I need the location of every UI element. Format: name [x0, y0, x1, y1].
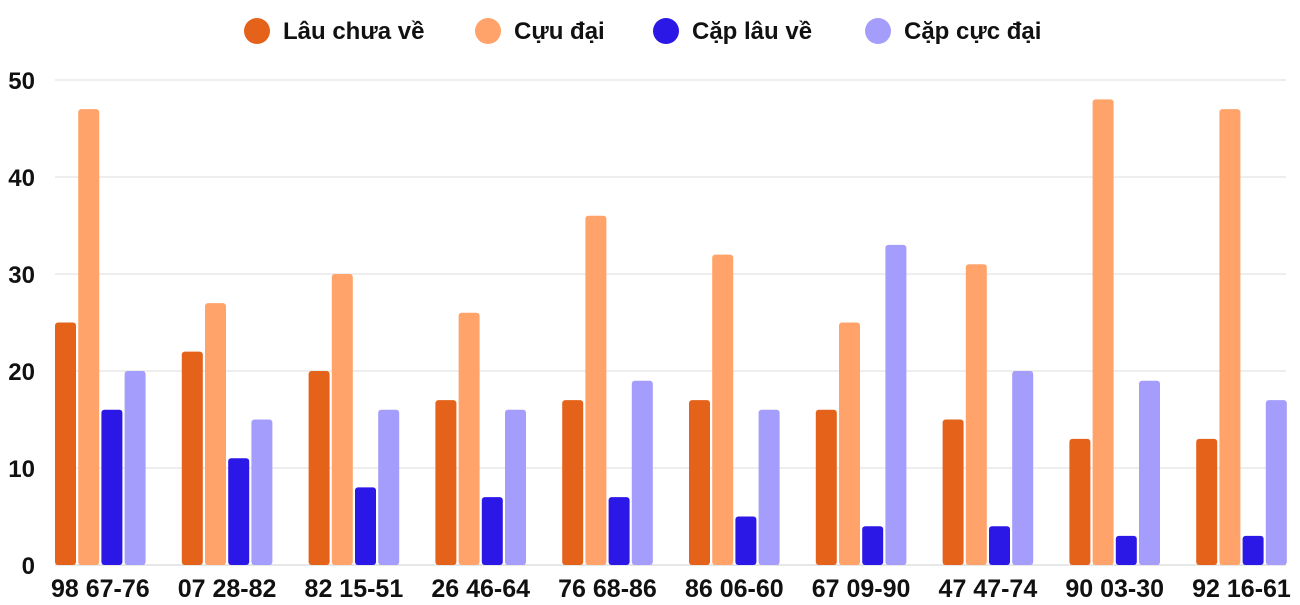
bar-series-2-cat-0 — [101, 409, 123, 565]
y-tick-label: 40 — [8, 165, 35, 192]
x-tick-label: 47 47-74 — [939, 575, 1038, 600]
x-tick-label: 26 46-64 — [431, 575, 530, 600]
legend-label: Cặp lâu về — [692, 18, 812, 45]
legend-label: Lâu chưa về — [283, 18, 424, 45]
bar-series-0-cat-2 — [308, 371, 330, 565]
bar-series-3-cat-0 — [124, 371, 146, 565]
bar-series-3-cat-6 — [885, 244, 907, 565]
y-tick-label: 0 — [22, 553, 35, 580]
bar-series-2-cat-7 — [989, 526, 1010, 565]
bar-series-0-cat-5 — [689, 400, 710, 565]
bar-series-1-cat-5 — [712, 254, 734, 565]
bar-series-2-cat-4 — [608, 497, 630, 565]
bar-series-0-cat-3 — [435, 400, 457, 565]
bars — [55, 99, 1287, 566]
legend-item-2: Cặp lâu về — [653, 18, 812, 45]
bar-series-0-cat-6 — [815, 409, 837, 565]
bar-series-2-cat-8 — [1115, 535, 1137, 565]
y-tick-label: 30 — [8, 262, 35, 289]
bar-series-1-cat-2 — [331, 274, 353, 565]
bar-series-3-cat-8 — [1139, 380, 1160, 565]
x-tick-label: 07 28-82 — [178, 575, 277, 600]
legend-item-1: Cựu đại — [475, 18, 605, 45]
x-axis-labels: 98 67-76 07 28-82 82 15-51 26 46-64 76 68-86… — [51, 575, 1291, 603]
bar-series-1-cat-6 — [839, 322, 860, 565]
x-tick-label: 82 15-51 — [305, 575, 404, 600]
bar-series-3-cat-2 — [378, 409, 400, 565]
y-tick-label: 50 — [8, 68, 35, 95]
x-tick-label: 92 16-61 — [1192, 575, 1291, 600]
x-tick-label: 86 06-60 — [685, 575, 784, 600]
bar-series-3-cat-5 — [758, 409, 780, 565]
legend: Lâu chưa về Cựu đại Cặp lâu về Cặp cực đại — [244, 18, 1041, 45]
legend-marker-icon — [865, 18, 891, 44]
bar-series-2-cat-5 — [735, 516, 757, 565]
bar-series-1-cat-4 — [585, 215, 607, 566]
bar-series-3-cat-7 — [1012, 371, 1034, 565]
y-tick-label: 20 — [8, 359, 35, 386]
bar-series-0-cat-7 — [942, 419, 964, 565]
bar-series-3-cat-9 — [1265, 400, 1287, 565]
x-tick-label: 98 67-76 — [51, 575, 150, 600]
bar-series-0-cat-4 — [562, 400, 584, 565]
bar-series-3-cat-4 — [631, 380, 653, 565]
x-tick-label: 90 03-30 — [1065, 575, 1164, 600]
legend-label: Cặp cực đại — [904, 18, 1041, 45]
legend-item-0: Lâu chưa về — [244, 18, 424, 45]
y-axis-ticks: 0 10 20 30 40 50 — [8, 68, 35, 580]
bar-series-1-cat-3 — [458, 312, 480, 565]
bar-series-1-cat-7 — [965, 264, 987, 565]
bar-series-0-cat-0 — [55, 322, 76, 565]
bar-series-1-cat-1 — [205, 303, 226, 565]
bar-series-2-cat-6 — [862, 526, 884, 565]
y-tick-label: 10 — [8, 456, 35, 483]
bar-series-1-cat-0 — [78, 109, 100, 565]
bar-series-3-cat-1 — [251, 419, 273, 565]
bar-series-1-cat-8 — [1092, 99, 1114, 566]
bar-series-1-cat-9 — [1219, 109, 1241, 565]
legend-label: Cựu đại — [514, 18, 605, 45]
legend-marker-icon — [244, 18, 270, 44]
bar-series-3-cat-3 — [505, 409, 526, 565]
bar-series-0-cat-8 — [1069, 438, 1091, 565]
bar-series-2-cat-2 — [355, 487, 376, 565]
bar-series-2-cat-1 — [228, 458, 250, 565]
legend-marker-icon — [475, 18, 501, 44]
legend-item-3: Cặp cực đại — [865, 18, 1041, 45]
bar-series-2-cat-9 — [1242, 535, 1264, 565]
bar-series-2-cat-3 — [481, 497, 503, 565]
bar-series-0-cat-1 — [181, 351, 203, 565]
x-tick-label: 76 68-86 — [558, 575, 657, 600]
legend-marker-icon — [653, 18, 679, 44]
x-tick-label: 67 09-90 — [812, 575, 911, 600]
bar-series-0-cat-9 — [1196, 438, 1218, 565]
